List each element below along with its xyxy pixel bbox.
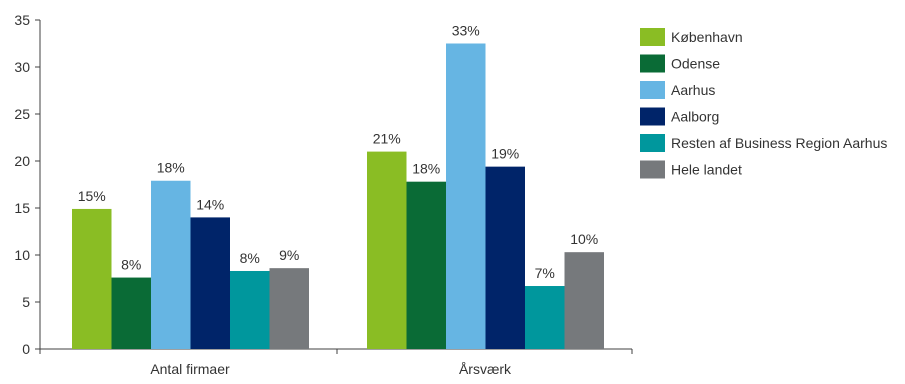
y-tick-label: 30 (14, 59, 30, 75)
data-label-odense-arsv-rk: 18% (412, 161, 440, 177)
x-tick-label-arsv-rk: Årsværk (459, 361, 512, 377)
legend-swatch (640, 54, 665, 73)
y-tick-label: 10 (14, 247, 30, 263)
data-label-odense-antal-firmaer: 8% (121, 257, 141, 273)
bar-k-benhavn-antal-firmaer (72, 208, 112, 349)
bar-resten-af-business-region-aarhus-arsv-rk (525, 286, 565, 349)
legend-item-aarhus: Aarhus (640, 81, 715, 99)
bar-hele-landet-antal-firmaer (269, 268, 309, 349)
legend-label: Odense (671, 56, 720, 72)
data-label-k-benhavn-antal-firmaer: 15% (78, 188, 106, 204)
bar-aarhus-arsv-rk (446, 43, 486, 349)
data-label-resten-af-business-region-aarhus-arsv-rk: 7% (535, 265, 555, 281)
data-label-hele-landet-antal-firmaer: 9% (279, 247, 299, 263)
data-label-resten-af-business-region-aarhus-antal-firmaer: 8% (240, 250, 260, 266)
x-tick-label-antal-firmaer: Antal firmaer (150, 361, 230, 377)
legend-item-odense: Odense (640, 54, 720, 73)
bar-aalborg-antal-firmaer (190, 217, 230, 349)
data-label-aalborg-antal-firmaer: 14% (196, 196, 224, 212)
data-label-aalborg-arsv-rk: 19% (491, 146, 519, 162)
legend-label: København (671, 29, 743, 45)
y-tick-label: 20 (14, 153, 30, 169)
bar-hele-landet-arsv-rk (564, 252, 604, 349)
bar-k-benhavn-arsv-rk (367, 151, 407, 349)
data-labels: 15% 8% 18% 14% 8% 9% 21% 18% 33% 19% 7% 10% (78, 23, 599, 282)
bar-odense-antal-firmaer (111, 277, 151, 349)
data-label-aarhus-antal-firmaer: 18% (157, 160, 185, 176)
legend-swatch (640, 107, 665, 126)
y-tick-label: 35 (14, 12, 30, 28)
legend-item-aalborg: Aalborg (640, 107, 719, 126)
legend-swatch (640, 160, 665, 179)
y-tick-label: 15 (14, 200, 30, 216)
bar-resten-af-business-region-aarhus-antal-firmaer (230, 270, 270, 349)
legend-item-k-benhavn: København (640, 28, 743, 46)
y-tick-label: 0 (22, 341, 30, 357)
data-label-k-benhavn-arsv-rk: 21% (373, 131, 401, 147)
legend: København Odense Aarhus Aalborg Resten af Bu… (640, 28, 887, 179)
y-tick-label: 25 (14, 106, 30, 122)
legend-swatch (640, 81, 665, 99)
bar-odense-arsv-rk (406, 181, 446, 349)
legend-label: Aarhus (671, 82, 715, 98)
legend-swatch (640, 28, 665, 46)
legend-item-hele-landet: Hele landet (640, 160, 742, 179)
legend-swatch (640, 134, 665, 152)
legend-label: Resten af Business Region Aarhus (671, 135, 887, 151)
legend-item-resten-af-business-region-aarhus: Resten af Business Region Aarhus (640, 134, 887, 152)
bar-aarhus-antal-firmaer (151, 180, 191, 349)
bars (72, 43, 604, 349)
bar-aalborg-arsv-rk (485, 166, 525, 349)
legend-label: Aalborg (671, 109, 719, 125)
y-tick-label: 5 (22, 294, 30, 310)
axes: 0 5 10 15 20 25 30 35 Antal firmaer Årsværk (14, 12, 633, 377)
data-label-aarhus-arsv-rk: 33% (452, 23, 480, 39)
legend-label: Hele landet (671, 162, 742, 178)
data-label-hele-landet-arsv-rk: 10% (570, 231, 598, 247)
